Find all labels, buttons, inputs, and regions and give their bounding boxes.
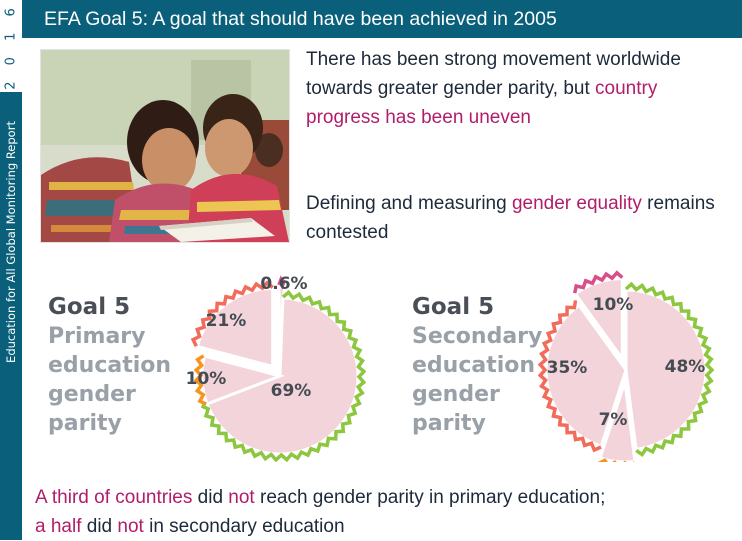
- conclusion-highlight: not: [228, 487, 255, 508]
- pie-slice-label: 10%: [593, 295, 634, 315]
- pie-slice: [598, 381, 637, 462]
- bullet-2-text-end: remains contested: [306, 193, 715, 243]
- secondary-card-goal: Goal 5: [412, 294, 495, 320]
- primary-card-line: parity: [48, 411, 122, 436]
- pie-slice-label: 69%: [271, 381, 312, 401]
- conclusion-text: in secondary education: [143, 516, 345, 537]
- secondary-card-line: Secondary: [412, 324, 543, 349]
- conclusion-line-primary: A third of countries did not reach gende…: [35, 483, 735, 512]
- conclusion-highlight: not: [117, 516, 144, 537]
- bullet-gender-parity-progress: There has been strong movement worldwide…: [306, 45, 726, 132]
- secondary-card-line: parity: [412, 411, 486, 436]
- primary-card-line: Primary: [48, 324, 146, 349]
- conclusion-text: did: [81, 516, 118, 537]
- pie-slice-edge: [190, 280, 274, 347]
- secondary-parity-card: Goal 5 Secondary education gender parity: [412, 293, 542, 438]
- pie-slice-edge: [537, 300, 602, 453]
- pie-slice-edge: [277, 274, 287, 290]
- secondary-card-line: gender: [412, 382, 500, 407]
- secondary-parity-pie-chart: 48% 7% 35% 10%: [537, 270, 715, 462]
- pie-slice-edge: [597, 458, 635, 462]
- primary-card-line: gender: [48, 382, 136, 407]
- pie-slice-label: 0.6%: [260, 274, 307, 294]
- primary-card-goal: Goal 5: [48, 294, 131, 320]
- pie-slice: [573, 277, 624, 364]
- pie-slice-label: 7%: [599, 410, 628, 430]
- sidebar-year: 2 0 1 6: [3, 2, 19, 90]
- students-photo-illustration: [41, 50, 289, 242]
- parity-conclusion: A third of countries did not reach gende…: [35, 483, 735, 541]
- pie-slice-label: 10%: [186, 369, 227, 389]
- primary-parity-card: Goal 5 Primary education gender parity: [48, 293, 171, 438]
- pie-slice-edge: [200, 289, 366, 462]
- pie-slice-edge: [572, 270, 624, 294]
- pie-slice-label: 35%: [547, 358, 588, 378]
- secondary-card-line: education: [412, 353, 536, 378]
- pie-slice-label: 21%: [206, 311, 247, 331]
- conclusion-highlight: a half: [35, 516, 82, 537]
- students-photo: [40, 49, 290, 243]
- conclusion-highlight: A third of countries: [35, 487, 193, 508]
- sidebar-report-title: Education for All Global Monitoring Repo…: [4, 121, 18, 363]
- slide-title: EFA Goal 5: A goal that should have been…: [44, 8, 557, 30]
- primary-card-line: education: [48, 353, 172, 378]
- conclusion-text: did: [192, 487, 229, 508]
- conclusion-line-secondary: a half did not in secondary education: [35, 512, 735, 541]
- bullet-1-text: There has been strong movement worldwide…: [306, 49, 681, 99]
- bullet-2-highlight: gender equality: [511, 193, 642, 214]
- pie-slice-edge: [193, 354, 207, 406]
- bullet-gender-equality-contested: Defining and measuring gender equality r…: [306, 189, 726, 247]
- primary-parity-pie-chart: 0.6% 69% 10% 21%: [186, 274, 366, 462]
- pie-slice: [200, 354, 285, 406]
- bullet-2-text-start: Defining and measuring: [306, 193, 512, 214]
- conclusion-text: reach gender parity in primary education…: [254, 487, 606, 508]
- sidebar-year-panel: 2 0 1 6: [0, 0, 22, 92]
- title-bar: [22, 0, 742, 38]
- bullet-1-highlight: country progress has been uneven: [306, 78, 658, 128]
- pie-slice-edge: [624, 281, 715, 457]
- pie-slice-label: 48%: [665, 357, 706, 377]
- report-sidebar: 2 0 1 6 Education for All Global Monitor…: [0, 0, 22, 540]
